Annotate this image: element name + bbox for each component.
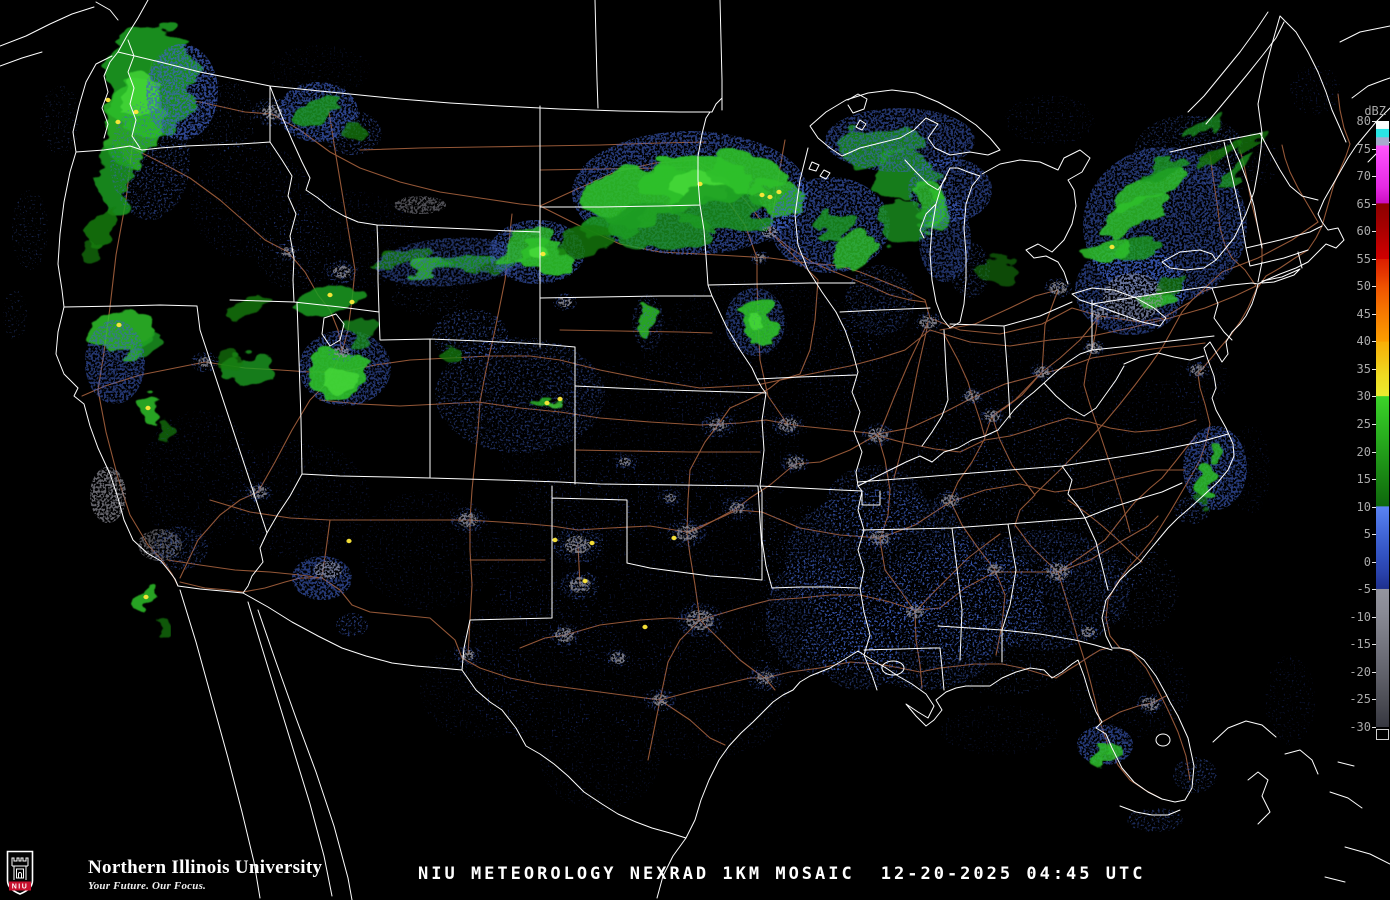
colorbar-tick-label: 65 — [1356, 196, 1371, 211]
colorbar-tick-mark — [1372, 671, 1376, 673]
reflectivity-colorbar — [1376, 121, 1389, 727]
shield-red-band — [9, 881, 31, 891]
colorbar-tick-mark — [1372, 616, 1376, 618]
radar-echo-layer — [3, 24, 1340, 832]
colorbar-tick-label: 50 — [1356, 279, 1371, 294]
colorbar-tick-mark — [1372, 286, 1376, 288]
colorbar-tick-mark — [1372, 534, 1376, 536]
colorbar-tick-label: -15 — [1349, 637, 1371, 652]
colorbar-tick-mark — [1372, 368, 1376, 370]
university-name: Northern Illinois University — [88, 857, 323, 878]
colorbar-tick-label: 25 — [1356, 417, 1371, 431]
colorbar-tick-label: 35 — [1356, 361, 1371, 376]
colorbar-tick-mark — [1372, 341, 1376, 343]
colorbar-tick-mark — [1372, 231, 1376, 233]
colorbar-tick-mark — [1372, 203, 1376, 205]
colorbar-tick-mark — [1372, 644, 1376, 646]
colorbar-tick-label: 20 — [1356, 444, 1371, 459]
colorbar-tick-label: -30 — [1349, 720, 1371, 734]
colorbar-tick-mark — [1372, 699, 1376, 701]
colorbar-tick-mark — [1372, 589, 1376, 591]
colorbar-tick-label: -25 — [1349, 692, 1371, 707]
colorbar-tick-label: 55 — [1356, 251, 1371, 266]
colorbar-tick-mark — [1372, 506, 1376, 508]
colorbar-tick-mark — [1372, 121, 1376, 122]
colorbar-tick-label: 75 — [1356, 141, 1371, 156]
colorbar-tick-label: -5 — [1356, 582, 1371, 597]
colorbar-tick-mark — [1372, 561, 1376, 563]
map-caption: NIU METEOROLOGY NEXRAD 1KM MOSAIC 12-20-2… — [418, 864, 1145, 884]
niu-logo-block: NIU Northern Illinois University Your Fu… — [6, 850, 322, 897]
colorbar-tick-mark — [1372, 313, 1376, 315]
colorbar-tick-label: 40 — [1356, 334, 1371, 349]
shield-niu-text: NIU — [12, 884, 29, 891]
colorbar-tick-mark — [1372, 451, 1376, 453]
colorbar-tick-mark — [1372, 396, 1376, 398]
colorbar-tick-label: -10 — [1349, 609, 1371, 624]
colorbar-tick-label: 80 — [1356, 114, 1371, 128]
colorbar-unit-label: dBZ — [1364, 104, 1386, 118]
niu-shield-logo: NIU — [6, 850, 34, 895]
university-tagline: Your Future. Our Focus. — [88, 880, 206, 892]
colorbar-tick-label: 60 — [1356, 224, 1371, 239]
colorbar-tick-label: 15 — [1356, 472, 1371, 487]
colorbar-tick-mark — [1372, 176, 1376, 178]
caption-title: NIU METEOROLOGY NEXRAD 1KM MOSAIC — [418, 864, 855, 884]
colorbar-tick-label: 10 — [1356, 499, 1371, 514]
colorbar-end-box — [1376, 729, 1389, 740]
colorbar-tick-label: 30 — [1356, 389, 1371, 404]
colorbar-tick-label: 5 — [1363, 527, 1371, 542]
colorbar-tick-mark — [1372, 479, 1376, 481]
colorbar-tick-label: -20 — [1349, 664, 1371, 679]
colorbar-tick-label: 0 — [1363, 554, 1371, 569]
colorbar-tick-label: 70 — [1356, 169, 1371, 184]
colorbar-tick-label: 45 — [1356, 306, 1371, 321]
colorbar-tick-mark — [1372, 148, 1376, 150]
colorbar-tick-mark — [1372, 727, 1376, 728]
colorbar-tick-mark — [1372, 258, 1376, 260]
caption-timestamp: 12-20-2025 04:45 UTC — [880, 864, 1146, 884]
colorbar-tick-mark — [1372, 424, 1376, 425]
castle-icon — [11, 857, 29, 880]
